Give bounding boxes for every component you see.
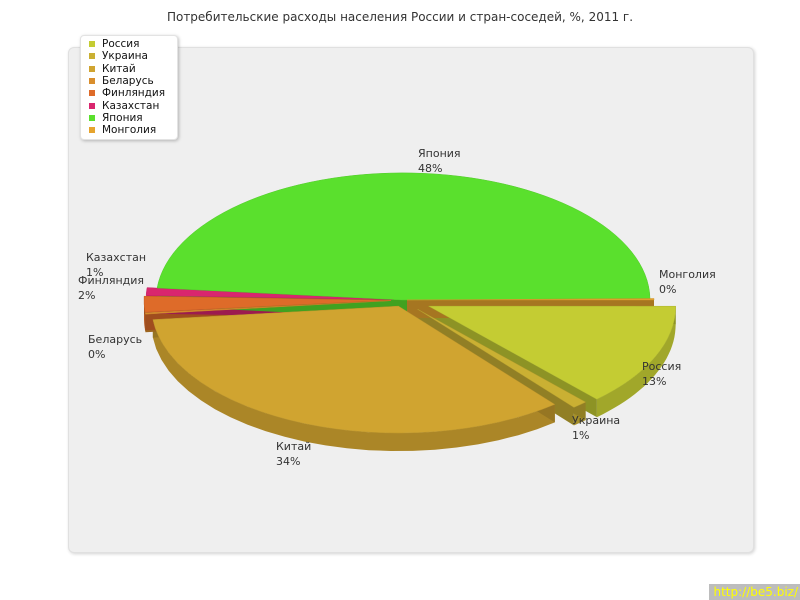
legend-item-mongolia[interactable]: Монголия [81, 124, 177, 136]
slice-side-russia [596, 306, 676, 418]
slice-label-china: Китай [276, 440, 311, 453]
legend-swatch-ukraine [89, 53, 95, 60]
slice-ukraine[interactable] [417, 308, 587, 408]
slice-labels: Россия 13% Украина 1% Китай 34% Беларусь 0% Финл… [78, 147, 716, 468]
legend-swatch-belarus [89, 78, 95, 85]
slice-value-japan: 48% [418, 162, 442, 175]
slice-label-kazakhstan: Казахстан [86, 251, 146, 264]
legend-item-russia[interactable]: Россия [81, 38, 177, 50]
slice-value-ukraine: 1% [572, 429, 589, 442]
slice-china[interactable] [152, 305, 556, 434]
legend-label-japan: Япония [102, 111, 143, 124]
slice-belarus[interactable] [144, 300, 392, 315]
slice-label-belarus: Беларусь [88, 333, 142, 346]
legend-swatch-mongolia [89, 127, 95, 134]
legend-swatch-china [89, 65, 95, 72]
legend-item-kazakhstan[interactable]: Казахстан [81, 99, 177, 112]
slice-value-belarus: 0% [88, 348, 105, 361]
legend-label-russia: Россия [102, 38, 140, 51]
legend-swatch-finland [89, 90, 95, 97]
legend-label-ukraine: Украина [102, 50, 148, 63]
watermark: http://be5.biz/ [709, 584, 800, 600]
slice-russia[interactable] [428, 305, 676, 400]
legend-item-china[interactable]: Китай [81, 63, 177, 75]
legend-label-kazakhstan: Казахстан [102, 99, 160, 112]
legend-label-finland: Финляндия [102, 87, 166, 100]
slice-japan[interactable] [156, 172, 651, 301]
legend-label-mongolia: Монголия [102, 124, 157, 137]
slice-value-mongolia: 0% [659, 283, 676, 296]
slice-value-finland: 2% [78, 289, 95, 302]
legend-swatch-japan [89, 114, 95, 121]
legend-label-china: Китай [102, 62, 136, 75]
slice-label-finland: Финляндия [78, 274, 144, 287]
slice-label-mongolia: Монголия [659, 268, 716, 281]
slice-label-japan: Япония [418, 147, 461, 160]
legend-item-japan[interactable]: Япония [81, 112, 177, 124]
slice-mongolia[interactable] [406, 298, 655, 301]
slice-side-china [152, 319, 555, 451]
slice-value-kazakhstan: 1% [86, 266, 103, 279]
legend-swatch-kazakhstan [89, 102, 95, 109]
legend-swatch-russia [89, 41, 95, 48]
legend-label-belarus: Беларусь [102, 75, 154, 88]
slice-finland[interactable] [143, 295, 392, 313]
legend-item-finland[interactable]: Финляндия [81, 87, 177, 99]
slice-value-china: 34% [276, 455, 300, 468]
legend: Россия Украина Китай Беларусь Финляндия Казах… [80, 35, 178, 141]
chart-title: Потребительские расходы населения России… [166, 10, 634, 24]
slice-label-russia: Россия [642, 360, 681, 373]
legend-item-ukraine[interactable]: Украина [81, 50, 177, 62]
legend-item-belarus[interactable]: Беларусь [81, 75, 177, 87]
pie-slices [143, 172, 676, 434]
slice-value-russia: 13% [642, 375, 666, 388]
slice-label-ukraine: Украина [572, 414, 620, 427]
